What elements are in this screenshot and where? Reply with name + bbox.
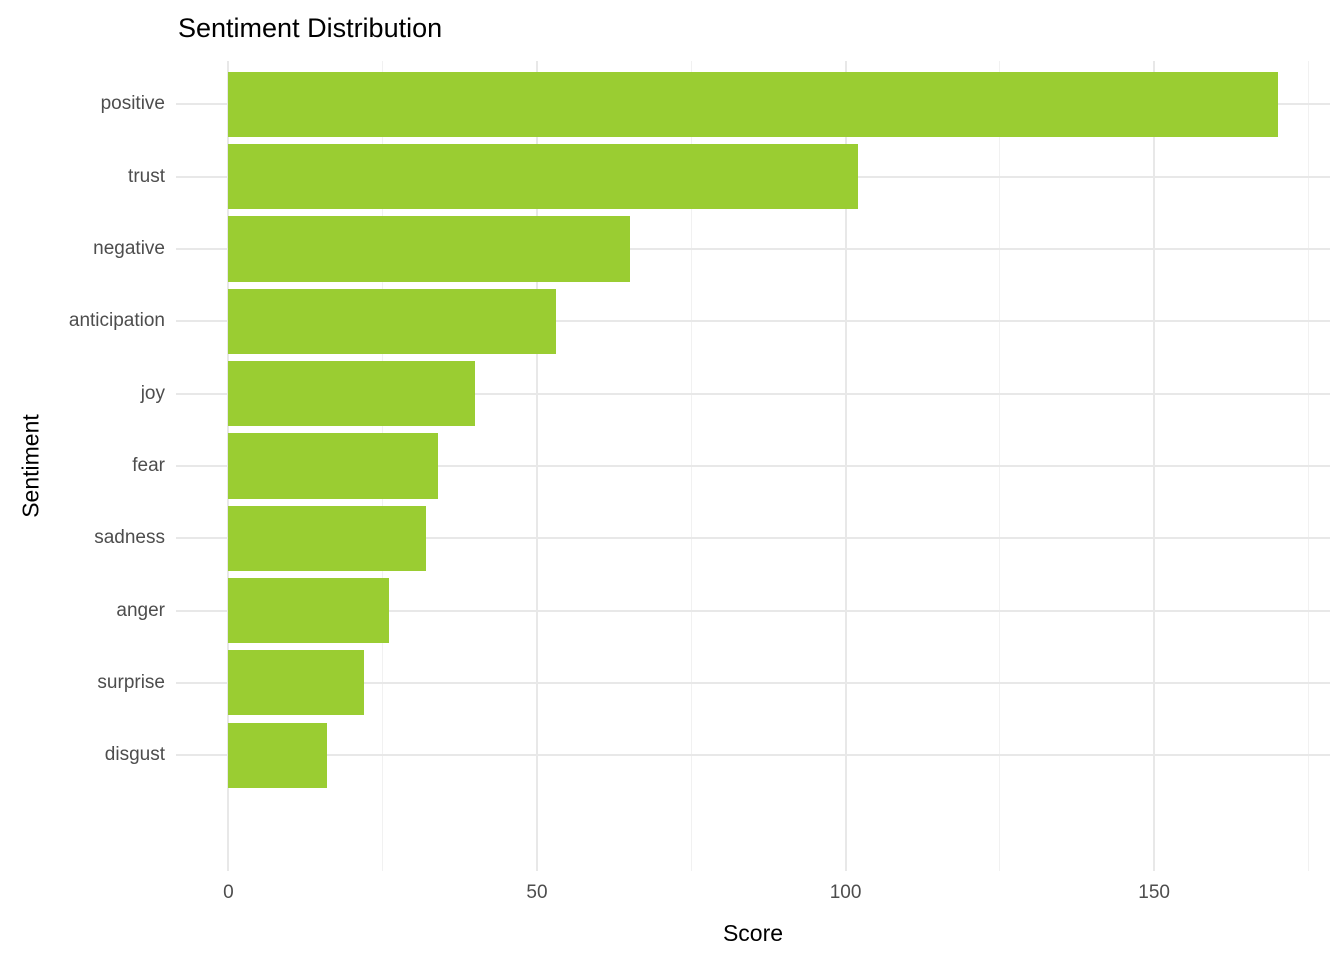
bar-negative <box>228 216 630 282</box>
y-tick-label-surprise: surprise <box>97 671 165 693</box>
y-axis-tick-labels: positive trust negative anticipation joy fear… <box>0 61 165 871</box>
y-tick-label-fear: fear <box>132 455 165 476</box>
y-tick-label-negative: negative <box>93 238 165 260</box>
bar-sadness <box>228 505 426 571</box>
x-tick-label-50: 50 <box>526 882 548 903</box>
bar-positive <box>228 71 1278 137</box>
bar-trust <box>228 144 858 210</box>
bar-surprise <box>228 650 365 716</box>
y-tick-label-sadness: sadness <box>94 527 165 549</box>
bar-fear <box>228 433 439 499</box>
y-major-gridline <box>176 392 1330 395</box>
y-major-gridline <box>176 754 1330 757</box>
y-tick-label-disgust: disgust <box>104 744 165 766</box>
y-tick-label-trust: trust <box>128 165 165 187</box>
chart-title: Sentiment Distribution <box>178 13 443 43</box>
y-tick-label-positive: positive <box>100 93 165 115</box>
y-major-gridline <box>176 537 1330 540</box>
bar-anticipation <box>228 288 556 354</box>
y-tick-label-joy: joy <box>140 382 165 404</box>
y-major-gridline <box>176 248 1330 251</box>
y-tick-label-anger: anger <box>116 599 165 621</box>
bar-joy <box>228 361 476 427</box>
x-tick-label-0: 0 <box>223 882 234 903</box>
y-major-gridline <box>176 609 1330 612</box>
x-axis-title: Score <box>722 920 784 946</box>
bar-disgust <box>228 722 328 788</box>
plot-panel <box>176 61 1330 871</box>
x-axis-tick-labels: 0 50 100 150 <box>176 882 1330 906</box>
y-major-gridline <box>176 465 1330 467</box>
bar-anger <box>228 578 389 644</box>
bars-layer <box>176 61 1330 871</box>
y-tick-label-anticipation: anticipation <box>68 310 165 332</box>
y-major-gridline <box>176 320 1330 323</box>
x-tick-label-150: 150 <box>1138 882 1170 903</box>
x-tick-label-100: 100 <box>829 882 862 903</box>
y-major-gridline <box>176 681 1330 684</box>
